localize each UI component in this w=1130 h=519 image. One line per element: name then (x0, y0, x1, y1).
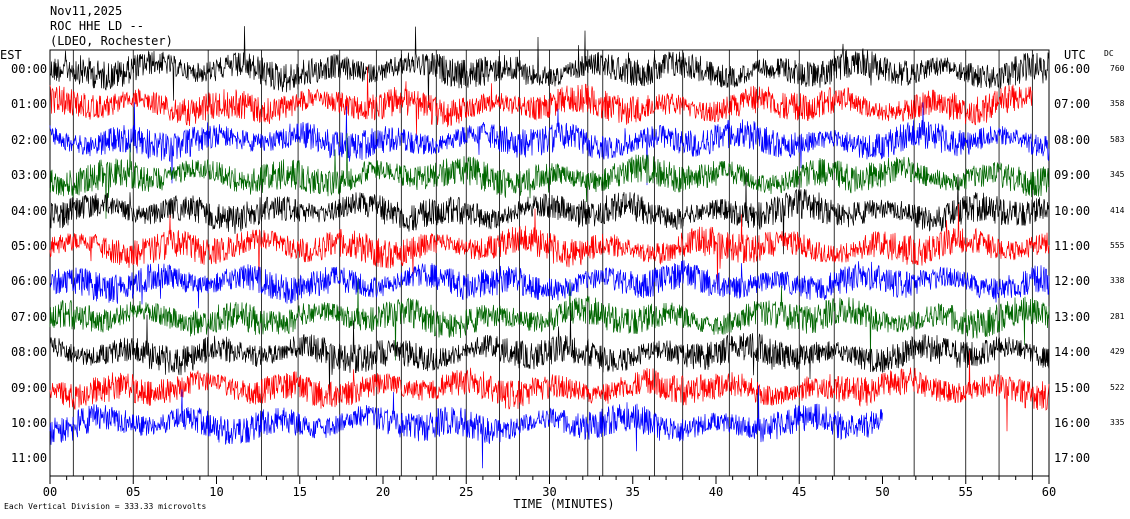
dc-value: 335 (1110, 418, 1125, 427)
x-tick-label: 60 (1042, 485, 1056, 499)
utc-hour-label: 13:00 (1054, 309, 1091, 324)
utc-hour-label: 15:00 (1054, 380, 1091, 395)
x-tick-label: 00 (43, 485, 57, 499)
trace-row-0700 (49, 279, 1050, 363)
est-hour-label: 01:00 (11, 97, 48, 112)
header-date: Nov11,2025 (50, 4, 123, 18)
x-axis-label: TIME (MINUTES) (513, 497, 614, 511)
dc-value: 358 (1110, 99, 1125, 109)
vertical-division-note: Each Vertical Division = 333.33 microvol… (4, 502, 207, 511)
utc-hour-label: 12:00 (1054, 274, 1091, 289)
utc-hour-label: 09:00 (1054, 168, 1091, 183)
trace-row-0500 (49, 203, 1050, 292)
est-hour-label: 10:00 (11, 416, 48, 430)
x-tick-label: 40 (709, 485, 723, 499)
x-tick-label: 10 (209, 485, 223, 499)
dc-value: 345 (1110, 170, 1125, 180)
x-tick-label: 20 (376, 485, 390, 499)
dc-label: DC (1104, 49, 1114, 58)
x-tick-label: 50 (875, 485, 889, 499)
seismic-traces (49, 26, 1050, 469)
dc-value: 760 (1110, 64, 1125, 73)
utc-hour-label: 06:00 (1054, 62, 1091, 76)
trace-row-0000 (49, 26, 1050, 108)
utc-hour-label: 17:00 (1054, 451, 1091, 466)
trace-row-0200 (49, 102, 1050, 186)
trace-row-0600 (49, 260, 1050, 309)
utc-hour-label: 07:00 (1054, 97, 1091, 112)
x-tick-label: 55 (959, 485, 973, 499)
dc-value: 522 (1110, 382, 1125, 392)
trace-row-0300 (49, 133, 1050, 219)
trace-row-0400 (49, 173, 1050, 255)
est-hour-label: 04:00 (11, 203, 48, 218)
trace-row-0100 (49, 66, 1033, 136)
est-hour-label: 03:00 (11, 168, 48, 183)
x-tick-label: 05 (126, 485, 140, 499)
est-hour-label: 06:00 (11, 274, 48, 289)
left-timezone-label: EST (0, 48, 22, 62)
dc-value: 429 (1110, 347, 1125, 357)
header-station: ROC HHE LD -- (50, 19, 144, 33)
x-tick-label: 15 (293, 485, 307, 499)
dc-value: 555 (1110, 241, 1125, 250)
trace-row-1000 (49, 385, 883, 469)
utc-hour-label: 11:00 (1054, 239, 1091, 253)
utc-hour-label: 10:00 (1054, 203, 1091, 218)
est-hour-label: 09:00 (11, 380, 48, 395)
right-timezone-label: UTC (1064, 48, 1086, 62)
header-network: (LDEO, Rochester) (50, 34, 173, 48)
est-hour-label: 00:00 (11, 62, 48, 76)
est-hour-label: 08:00 (11, 345, 48, 360)
x-tick-label: 35 (626, 485, 640, 499)
utc-hour-label: 16:00 (1054, 416, 1091, 430)
x-tick-label: 25 (459, 485, 473, 499)
est-hour-label: 07:00 (11, 309, 48, 324)
utc-hour-label: 14:00 (1054, 345, 1091, 360)
est-hour-label: 11:00 (11, 451, 48, 466)
dc-value: 281 (1110, 311, 1125, 321)
x-tick-label: 45 (792, 485, 806, 499)
dc-value: 414 (1110, 205, 1125, 215)
x-axis: 00 05 10 15 20 25 30 35 40 45 50 55 60 TIME (MINUTES) (43, 476, 1056, 511)
utc-hour-label: 08:00 (1054, 132, 1091, 147)
trace-row-0900 (49, 350, 1050, 432)
est-hour-label: 02:00 (11, 132, 48, 147)
dc-value: 583 (1110, 134, 1125, 144)
dc-value: 338 (1110, 276, 1125, 286)
est-hour-label: 05:00 (11, 239, 48, 253)
x-tick-label: 30 (542, 485, 556, 499)
trace-row-0800 (49, 310, 1050, 396)
